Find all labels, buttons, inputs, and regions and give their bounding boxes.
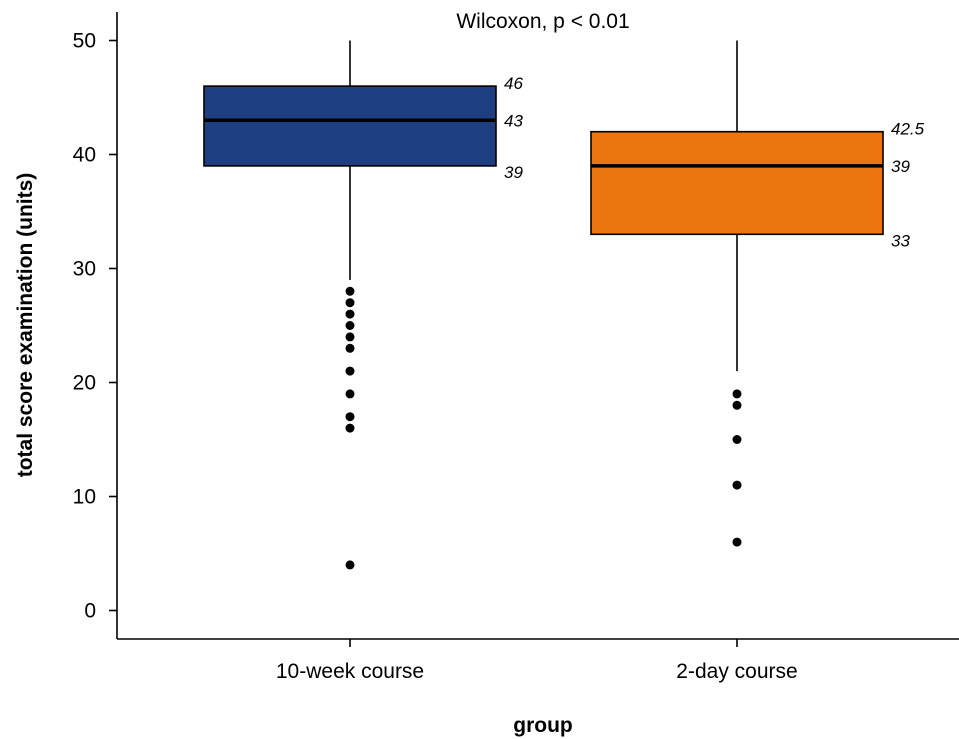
x-ticks: 10-week course 2-day course xyxy=(276,639,798,683)
outlier-point xyxy=(732,389,742,399)
outlier-point xyxy=(732,537,742,547)
median-label: 43 xyxy=(504,111,523,130)
outlier-point xyxy=(345,298,355,308)
outlier-point xyxy=(732,400,742,410)
box-group: 42.5 39 33 xyxy=(590,40,925,547)
box-group: 46 43 39 xyxy=(203,40,523,570)
outlier-point xyxy=(345,423,355,433)
y-tick-label: 30 xyxy=(73,258,96,281)
outlier-point xyxy=(345,412,355,422)
x-axis-title: group xyxy=(513,714,572,737)
iqr-box xyxy=(203,85,497,167)
iqr-box xyxy=(590,130,884,236)
outlier-point xyxy=(345,389,355,399)
outlier-point xyxy=(345,286,355,296)
y-tick-label: 50 xyxy=(73,30,96,53)
outlier-point xyxy=(732,480,742,490)
outlier-point xyxy=(345,366,355,376)
y-tick-label: 0 xyxy=(84,600,96,623)
outlier-point xyxy=(345,560,355,570)
y-tick-label: 40 xyxy=(73,144,96,167)
outlier-point xyxy=(345,309,355,319)
wilcoxon-annotation: Wilcoxon, p < 0.01 xyxy=(456,10,629,33)
q1-label: 33 xyxy=(891,231,910,250)
q3-label: 42.5 xyxy=(891,120,925,139)
q3-label: 46 xyxy=(504,74,523,93)
median-label: 39 xyxy=(891,157,910,176)
outlier-point xyxy=(345,343,355,353)
y-tick-label: 10 xyxy=(73,486,96,509)
outlier-point xyxy=(345,332,355,342)
x-tick-label: 10-week course xyxy=(276,660,424,683)
q1-label: 39 xyxy=(504,163,523,182)
outlier-point xyxy=(345,321,355,330)
x-tick-label: 2-day course xyxy=(676,660,797,683)
y-ticks: 0 10 20 30 40 50 xyxy=(73,30,117,623)
boxes: 46 43 39 42.5 39 33 xyxy=(203,40,925,570)
y-tick-label: 20 xyxy=(73,372,96,395)
outlier-point xyxy=(732,435,742,444)
y-axis-title: total score examination (units) xyxy=(14,173,37,478)
